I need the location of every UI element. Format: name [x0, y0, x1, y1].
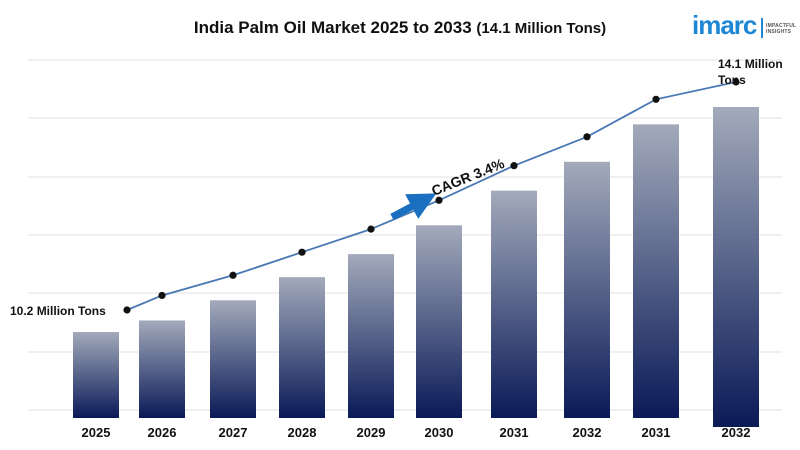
trend-point-4 — [367, 225, 375, 233]
logo-tagline-1: IMPACTFUL — [766, 23, 797, 29]
cagr-arrow-icon — [390, 193, 437, 221]
logo-divider — [761, 18, 763, 38]
x-tick-label-4: 2029 — [357, 425, 386, 440]
x-tick-label-5: 2030 — [425, 425, 454, 440]
trend-point-9 — [732, 78, 740, 86]
bar-9 — [713, 107, 759, 427]
trend-point-2 — [229, 271, 237, 279]
trend-point-7 — [583, 133, 591, 141]
bar-5 — [416, 225, 462, 418]
logo-tagline-2: INSIGHTS — [766, 29, 792, 35]
x-tick-label-1: 2026 — [148, 425, 177, 440]
trend-point-5 — [435, 196, 443, 204]
chart-title: India Palm Oil Market 2025 to 2033 (14.1… — [0, 18, 800, 38]
bar-3 — [279, 277, 325, 418]
x-tick-labels: 2025 2026 2027 2028 2029 2030 2031 2032 2031 2032 — [82, 425, 751, 440]
trend-point-8 — [652, 95, 660, 103]
x-tick-label-9: 2032 — [722, 425, 751, 440]
chart-title-main: India Palm Oil Market 2025 to 2033 — [193, 18, 472, 37]
bar-1 — [139, 320, 185, 418]
trend-point-6 — [510, 162, 518, 170]
x-tick-label-6: 2031 — [500, 425, 529, 440]
end-value-label-line2: Tons — [718, 73, 746, 87]
bar-7 — [564, 161, 610, 419]
trend-point-0 — [123, 306, 131, 314]
bar-6 — [491, 190, 537, 418]
trend-point-3 — [298, 248, 306, 256]
x-tick-label-7: 2032 — [573, 425, 602, 440]
bar-2 — [210, 300, 256, 418]
logo-word: imarc — [692, 10, 757, 40]
x-tick-label-0: 2025 — [82, 425, 111, 440]
x-tick-label-2: 2027 — [219, 425, 248, 440]
trend-line — [126, 81, 737, 311]
bar-4 — [348, 254, 394, 418]
bar-0 — [73, 332, 119, 418]
bar-8 — [633, 124, 679, 419]
bars — [73, 107, 759, 427]
trend-point-1 — [158, 291, 166, 300]
start-value-label: 10.2 Million Tons — [10, 304, 106, 318]
trend-points — [123, 78, 740, 314]
x-tick-label-3: 2028 — [288, 425, 317, 440]
x-tick-label-8: 2031 — [642, 425, 671, 440]
end-value-label-line1: 14.1 Million — [718, 57, 783, 71]
imarc-logo: imarc IMPACTFUL INSIGHTS — [692, 10, 796, 44]
chart-subtitle: (14.1 Million Tons) — [476, 20, 607, 37]
trend-polyline — [126, 81, 737, 311]
